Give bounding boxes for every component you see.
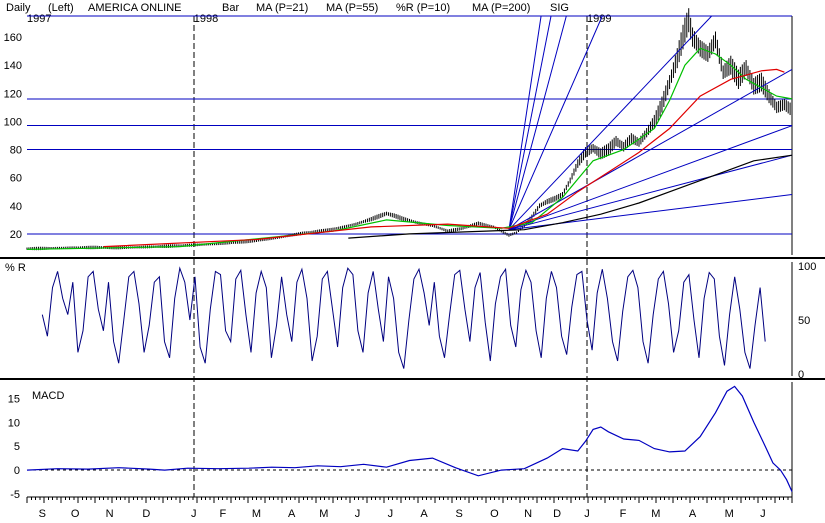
legend-sig: SIG: [550, 2, 569, 14]
price-tick-label: 80: [10, 145, 22, 157]
legend-ma55: MA (P=55): [326, 2, 378, 14]
macd-tick-label: 5: [14, 441, 20, 453]
month-label: M: [252, 508, 261, 520]
price-tick-label: 120: [4, 88, 22, 100]
trendline: [508, 125, 793, 231]
month-label: N: [524, 508, 532, 520]
year-label: 1997: [27, 13, 51, 25]
williams-r-panel: % R 0 50 100: [5, 261, 816, 381]
price-tick-label: 60: [10, 173, 22, 185]
williams-r-line: [41, 266, 766, 369]
symbol-label: AMERICA ONLINE: [88, 2, 182, 14]
ma200-line: [348, 154, 793, 239]
macd-tick-label: 0: [14, 465, 20, 477]
period-label: Daily: [6, 2, 31, 14]
price-tick-label: 40: [10, 201, 22, 213]
month-label: D: [553, 508, 561, 520]
macd-tick-label: -5: [10, 489, 20, 501]
month-label: F: [219, 508, 226, 520]
trendline: [508, 15, 567, 230]
month-label: A: [420, 508, 428, 520]
month-label: S: [39, 508, 46, 520]
axis-label: (Left): [48, 2, 74, 14]
trendline: [508, 15, 552, 230]
legend-williams-r: %R (P=10): [396, 2, 450, 14]
month-label: S: [456, 508, 463, 520]
price-panel: 20 40 60 80 100 120 140 160: [4, 8, 793, 255]
month-label: J: [760, 508, 766, 520]
month-label: M: [651, 508, 660, 520]
macd-tick-label: 15: [8, 393, 20, 405]
trendline: [508, 15, 542, 230]
trendline: [508, 15, 713, 231]
ma21-line: [26, 47, 793, 250]
price-tick-label: 140: [4, 60, 22, 72]
ma55-line: [103, 68, 785, 248]
month-label: A: [288, 508, 296, 520]
macd-tick-label: 10: [8, 417, 20, 429]
month-label: F: [620, 508, 627, 520]
price-tick-label: 20: [10, 229, 22, 241]
month-label: J: [584, 508, 590, 520]
month-label: N: [106, 508, 114, 520]
chart-style-label: Bar: [222, 2, 239, 14]
macd-title: MACD: [32, 390, 64, 402]
macd-panel: MACD -5 0 5 10 15: [8, 382, 793, 501]
legend-ma200: MA (P=200): [472, 2, 530, 14]
trendline: [508, 154, 793, 231]
price-tick-label: 100: [4, 116, 22, 128]
month-label: A: [689, 508, 697, 520]
williams-r-title: % R: [5, 262, 26, 274]
wr-tick-label: 50: [798, 315, 810, 327]
wr-tick-label: 100: [798, 261, 816, 273]
price-tick-label: 160: [4, 32, 22, 44]
year-labels: 1997 1998 1999: [27, 13, 611, 497]
chart-header: Daily (Left) AMERICA ONLINE Bar MA (P=21…: [6, 2, 569, 14]
month-label: M: [319, 508, 328, 520]
wr-tick-label: 0: [798, 369, 804, 381]
month-label: J: [355, 508, 361, 520]
month-label: D: [142, 508, 150, 520]
trendline: [508, 15, 603, 230]
month-label: M: [725, 508, 734, 520]
legend-ma21: MA (P=21): [256, 2, 308, 14]
month-label: J: [191, 508, 197, 520]
macd-line: [26, 385, 793, 492]
month-label: O: [490, 508, 499, 520]
month-label: O: [71, 508, 80, 520]
year-label: 1998: [194, 13, 218, 25]
month-label: J: [388, 508, 394, 520]
